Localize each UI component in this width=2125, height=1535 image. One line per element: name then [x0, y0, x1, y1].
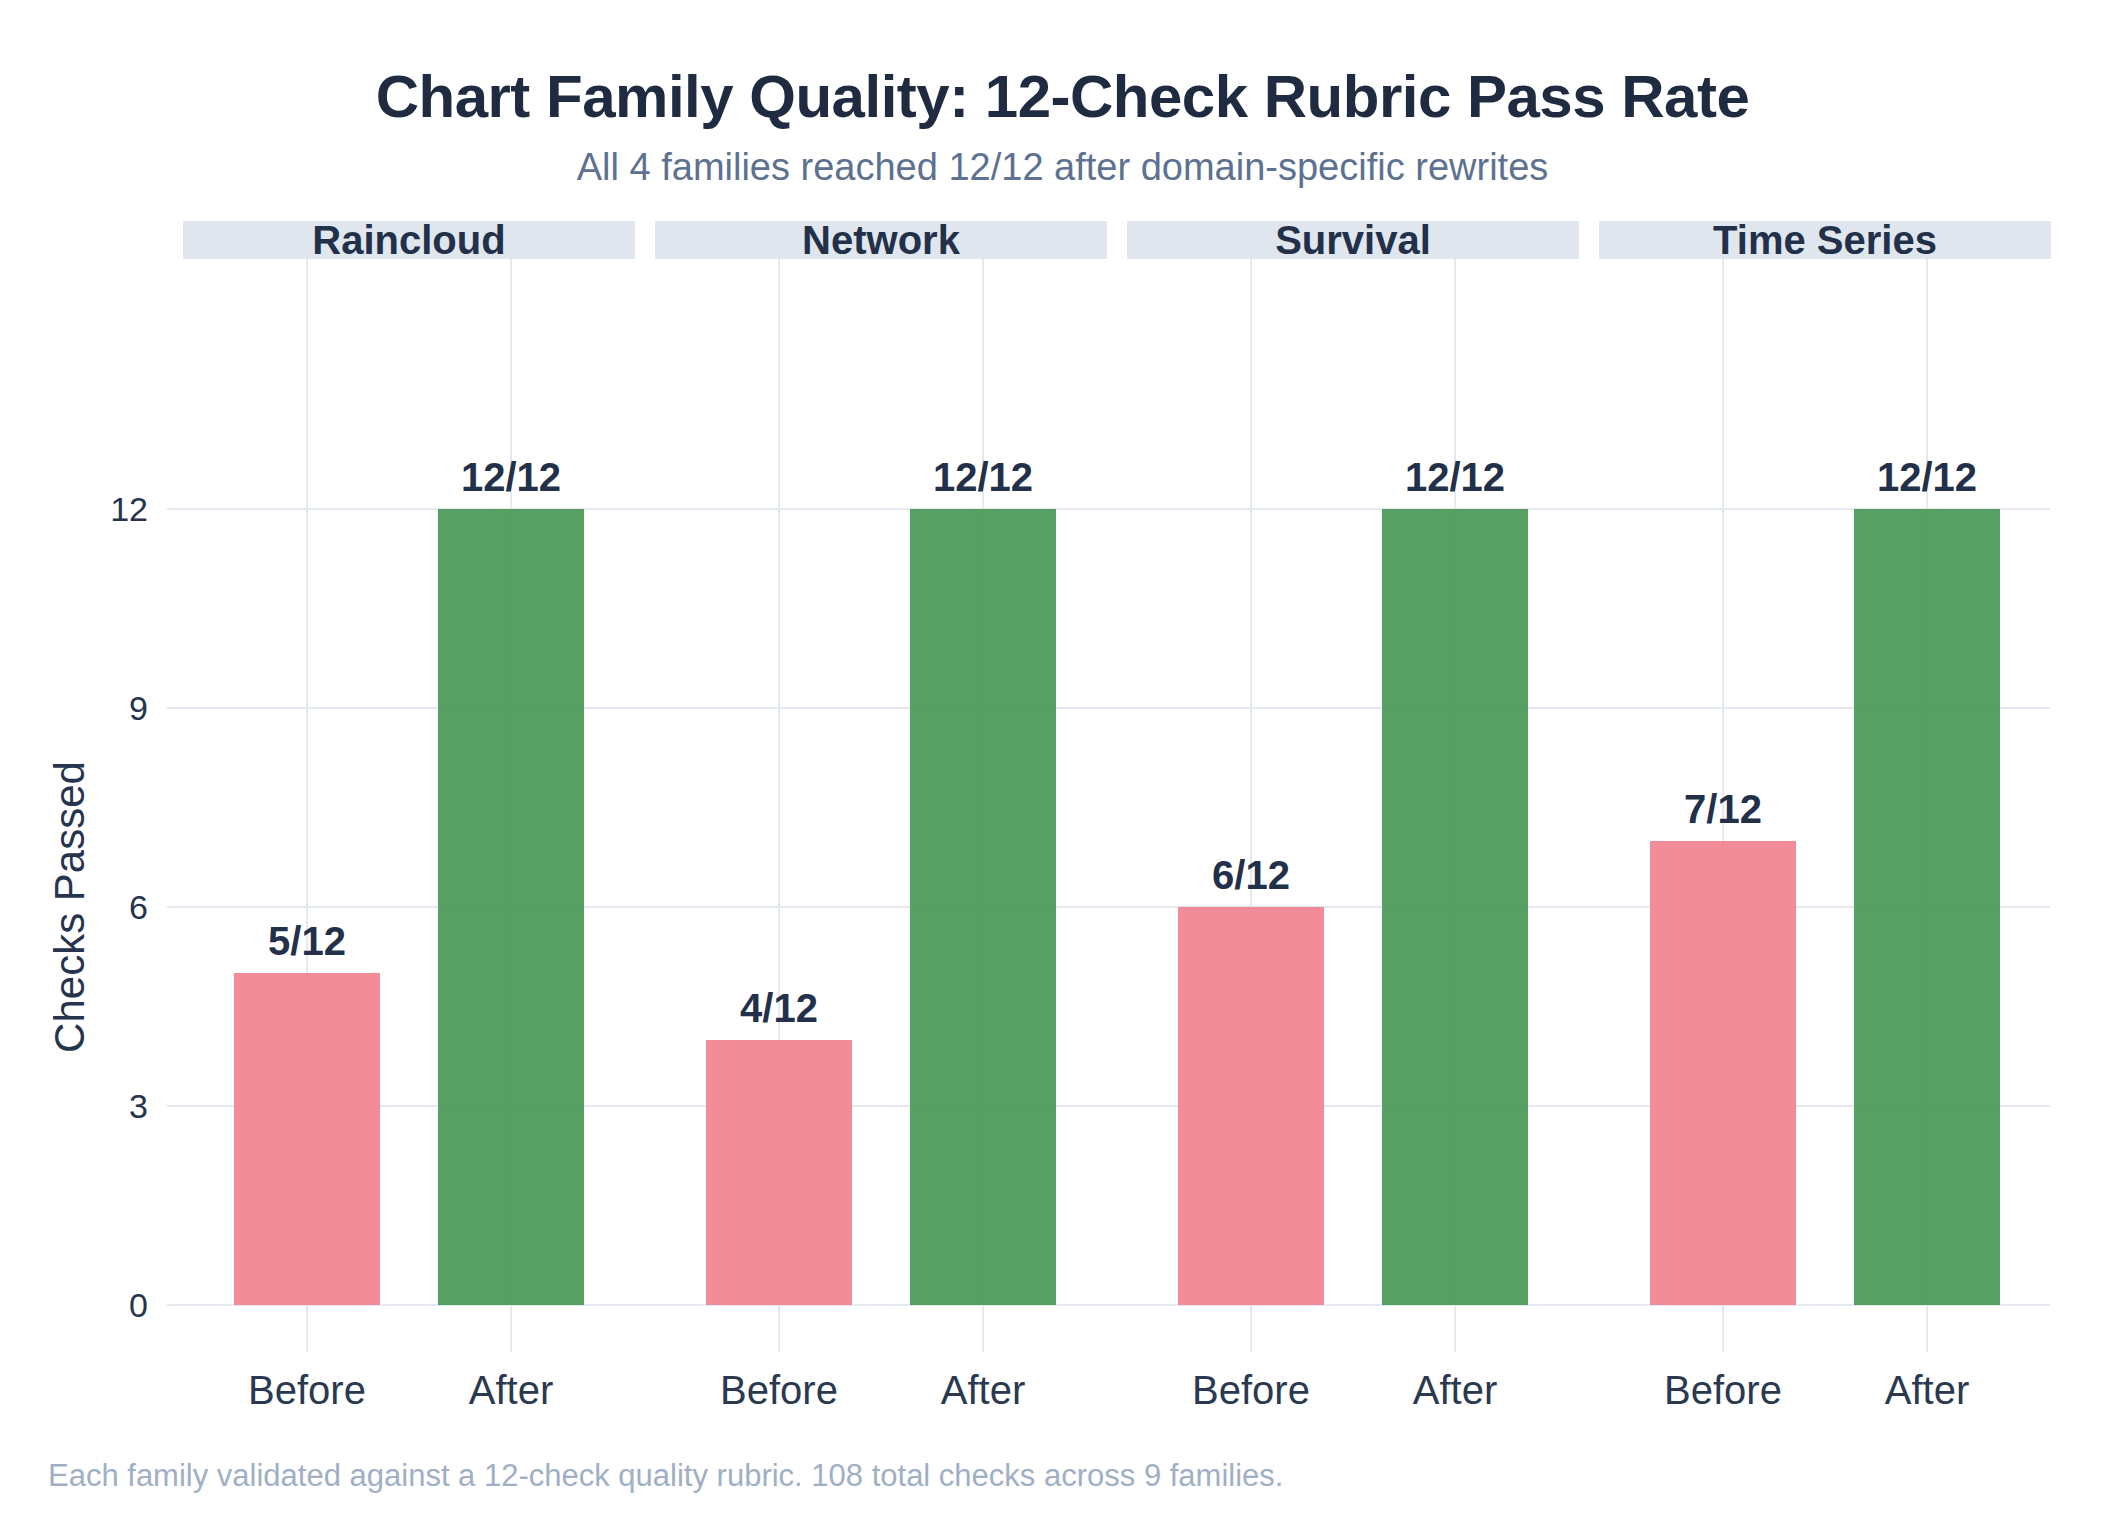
bar-value-label: 12/12: [1817, 457, 2037, 497]
x-tick-label: After: [1335, 1366, 1575, 1414]
y-tick-label: 9: [38, 684, 148, 732]
bar-after: [1854, 509, 2000, 1305]
facet-panel: 6/12 12/12: [1127, 258, 1579, 1352]
bar-after: [438, 509, 584, 1305]
y-axis-title: Checks Passed: [46, 761, 94, 1053]
facet-strip: Network: [655, 221, 1107, 259]
chart-title: Chart Family Quality: 12-Check Rubric Pa…: [0, 62, 2125, 131]
bar-before: [1650, 841, 1796, 1305]
bar-before: [1178, 907, 1324, 1305]
x-tick-label: After: [863, 1366, 1103, 1414]
facet-panel: 4/12 12/12: [655, 258, 1107, 1352]
facet-strip-label: Raincloud: [312, 220, 505, 260]
facet-panel: 7/12 12/12: [1599, 258, 2051, 1352]
bar-after: [910, 509, 1056, 1305]
bar-value-label: 6/12: [1141, 855, 1361, 895]
y-tick-label: 12: [38, 485, 148, 533]
chart-caption: Each family validated against a 12-check…: [48, 1458, 2048, 1494]
bar-after: [1382, 509, 1528, 1305]
bar-value-label: 4/12: [669, 988, 889, 1028]
facet-panel: 5/12 12/12: [183, 258, 635, 1352]
figure-root: Chart Family Quality: 12-Check Rubric Pa…: [0, 0, 2125, 1535]
facet-strip-label: Time Series: [1713, 220, 1937, 260]
facet-strip: Raincloud: [183, 221, 635, 259]
bar-value-label: 7/12: [1613, 789, 1833, 829]
bar-before: [234, 973, 380, 1305]
bar-value-label: 12/12: [1345, 457, 1565, 497]
x-tick-label: After: [391, 1366, 631, 1414]
bar-value-label: 12/12: [401, 457, 621, 497]
y-tick-label: 0: [38, 1281, 148, 1329]
facet-strip-label: Survival: [1275, 220, 1431, 260]
bar-before: [706, 1040, 852, 1305]
chart-subtitle: All 4 families reached 12/12 after domai…: [0, 146, 2125, 189]
y-tick-label: 3: [38, 1082, 148, 1130]
bar-value-label: 5/12: [197, 921, 417, 961]
facet-strip: Survival: [1127, 221, 1579, 259]
facet-strip: Time Series: [1599, 221, 2051, 259]
bar-value-label: 12/12: [873, 457, 1093, 497]
x-tick-label: After: [1807, 1366, 2047, 1414]
facet-strip-label: Network: [802, 220, 960, 260]
